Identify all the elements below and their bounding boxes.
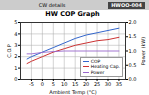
- html-text:Power: Power: [90, 69, 105, 75]
- svg-text:35: 35: [116, 81, 122, 87]
- svg-text:0: 0: [41, 81, 44, 87]
- svg-text:0.0: 0.0: [129, 76, 137, 82]
- html-text:COP: COP: [90, 58, 101, 64]
- svg-text:25: 25: [94, 81, 100, 87]
- svg-text:2.0: 2.0: [129, 19, 137, 25]
- svg-text:20: 20: [83, 81, 89, 87]
- svg-text:5: 5: [52, 81, 55, 87]
- svg-text:0.5: 0.5: [129, 62, 137, 68]
- svg-text:Ambient Temp (°C): Ambient Temp (°C): [49, 89, 97, 95]
- svg-text:Power (kW): Power (kW): [140, 37, 146, 65]
- svg-text:C.O.P: C.O.P: [6, 44, 12, 57]
- svg-text:-5: -5: [29, 81, 34, 87]
- html-text:HWOO-004: HWOO-004: [111, 1, 142, 8]
- svg-text:0: 0: [14, 76, 17, 82]
- svg-text:10: 10: [61, 81, 67, 87]
- svg-text:30: 30: [105, 81, 111, 87]
- html-text:CW details: CW details: [38, 2, 66, 8]
- html-text:Heating Cap.: Heating Cap.: [90, 64, 120, 69]
- svg-text:2: 2: [14, 53, 17, 59]
- svg-text:5: 5: [14, 19, 17, 25]
- html-text:HW COP Graph: HW COP Graph: [45, 10, 100, 18]
- svg-text:1.0: 1.0: [129, 48, 137, 54]
- svg-text:1.5: 1.5: [129, 33, 137, 39]
- svg-text:15: 15: [72, 81, 78, 87]
- svg-text:4: 4: [14, 31, 17, 37]
- svg-text:1: 1: [14, 65, 17, 71]
- svg-text:3: 3: [14, 42, 17, 48]
